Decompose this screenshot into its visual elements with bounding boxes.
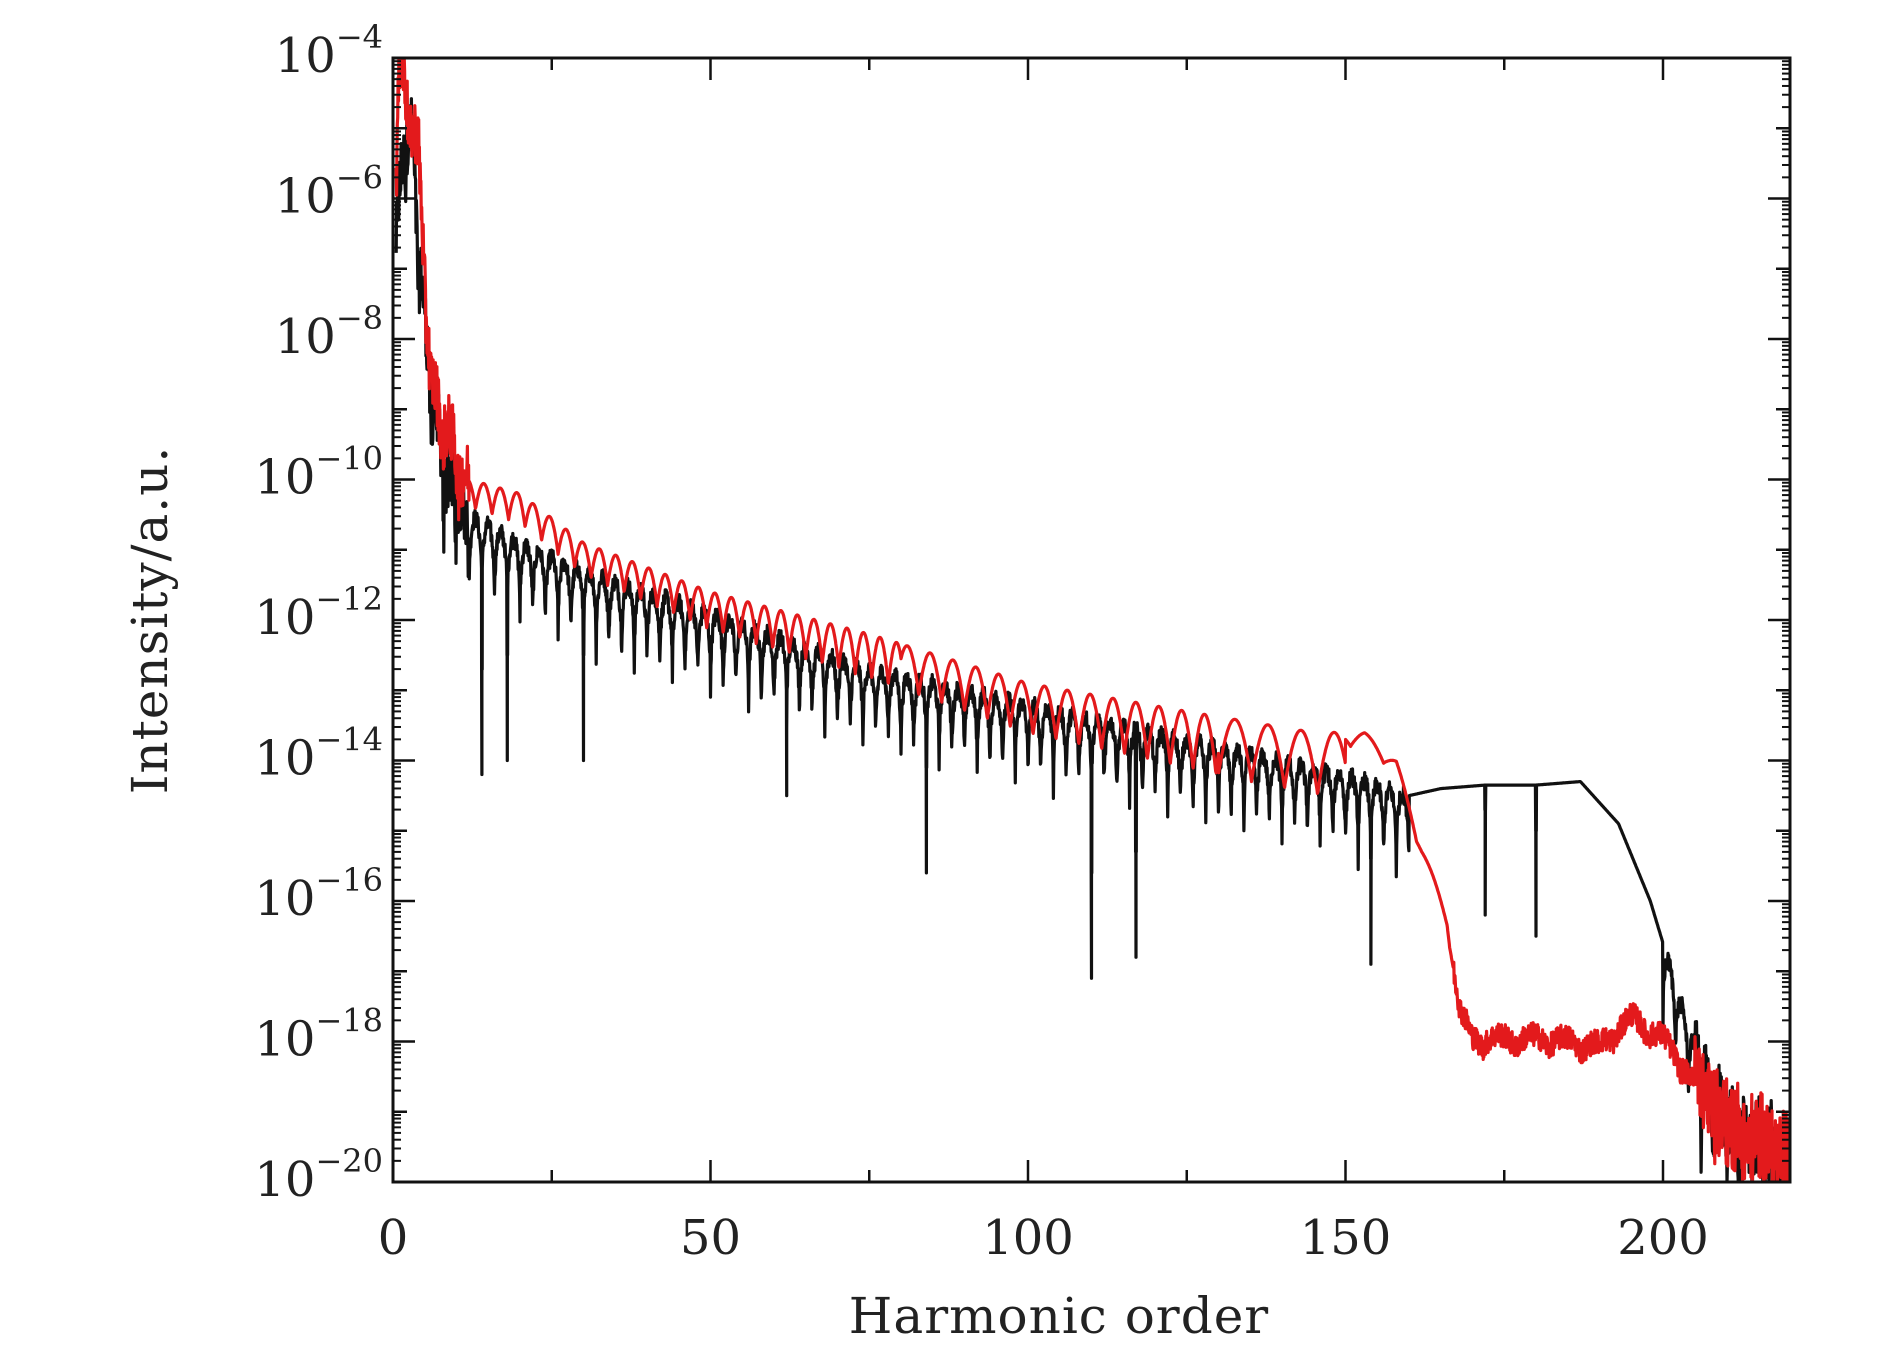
labels-layer: Harmonic order Intensity/a.u. — [121, 446, 1269, 1345]
y-tick-base: 10 — [254, 731, 315, 787]
y-tick-exponent: −18 — [315, 1002, 383, 1040]
x-axis-label: Harmonic order — [849, 1287, 1269, 1345]
y-tick-label: 10−4 — [275, 18, 383, 84]
y-tick-exponent: −14 — [315, 721, 383, 759]
y-tick-exponent: −12 — [315, 580, 383, 618]
y-tick-label: 10−8 — [275, 299, 383, 365]
y-tick-exponent: −6 — [336, 159, 383, 197]
x-tick-label: 100 — [982, 1210, 1074, 1266]
y-tick-label: 10−16 — [254, 861, 383, 927]
y-tick-label: 10−12 — [254, 580, 383, 646]
y-tick-exponent: −10 — [315, 440, 383, 478]
y-tick-base: 10 — [275, 28, 336, 84]
y-tick-label: 10−10 — [254, 440, 383, 506]
series-line-red — [394, 58, 1790, 1182]
y-tick-label: 10−14 — [254, 721, 383, 787]
y-tick-base: 10 — [254, 450, 315, 506]
x-tick-label: 150 — [1300, 1210, 1392, 1266]
ticks-layer: 0 50 100 150 20010−410−610−810−1010−1210−141… — [254, 18, 1790, 1266]
y-tick-exponent: −20 — [315, 1142, 383, 1180]
x-tick-label: 0 — [378, 1210, 409, 1266]
y-tick-base: 10 — [254, 1152, 315, 1208]
y-tick-base: 10 — [254, 871, 315, 927]
y-tick-label: 10−6 — [275, 159, 383, 225]
y-tick-base: 10 — [275, 169, 336, 225]
y-tick-base: 10 — [254, 1012, 315, 1068]
series-line-black — [394, 97, 1790, 1182]
y-tick-exponent: −8 — [336, 299, 383, 337]
x-tick-label: 50 — [680, 1210, 741, 1266]
series-layer — [394, 58, 1790, 1182]
y-axis-label: Intensity/a.u. — [121, 446, 179, 794]
y-tick-exponent: −16 — [315, 861, 383, 899]
y-tick-label: 10−18 — [254, 1002, 383, 1068]
y-tick-base: 10 — [254, 590, 315, 646]
x-tick-label: 200 — [1617, 1210, 1709, 1266]
y-tick-base: 10 — [275, 309, 336, 365]
y-tick-exponent: −4 — [336, 18, 383, 56]
y-tick-label: 10−20 — [254, 1142, 383, 1208]
